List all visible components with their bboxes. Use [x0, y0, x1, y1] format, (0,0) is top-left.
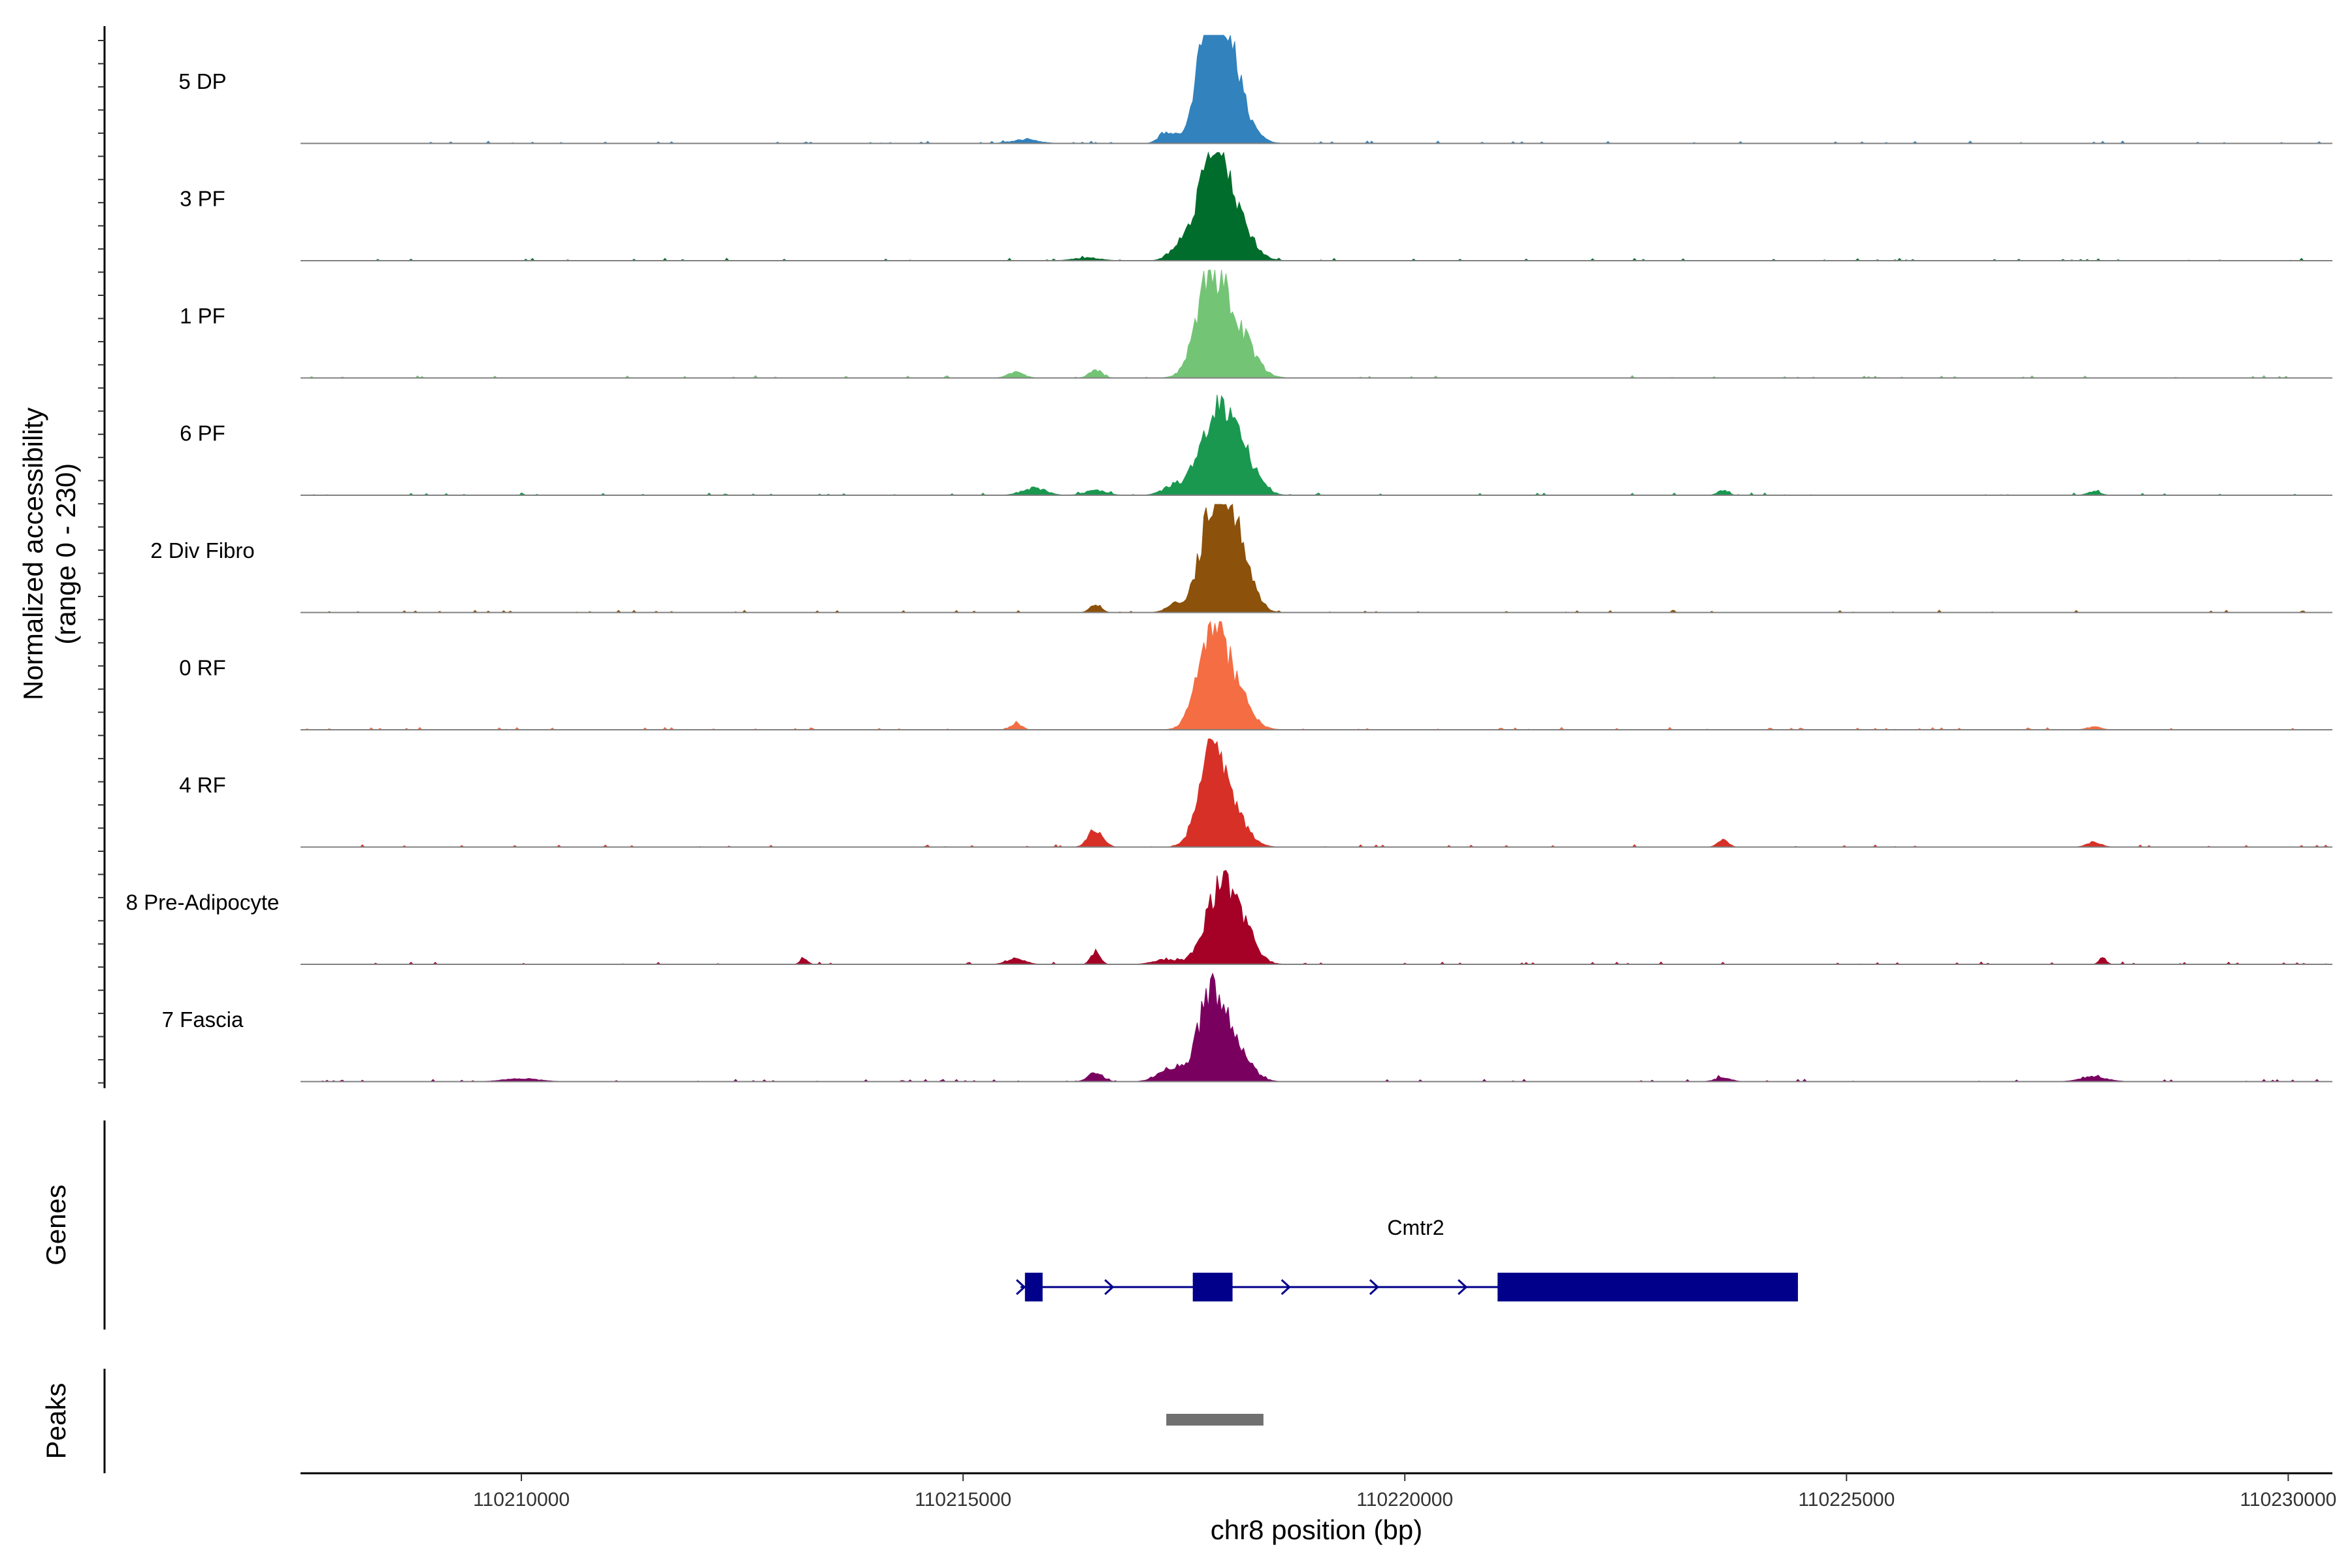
- genes-track-title: Genes: [41, 1184, 71, 1266]
- x-tick-label: 110220000: [1356, 1489, 1453, 1511]
- track-3-pf-label: 3 PF: [180, 187, 225, 211]
- peaks-track-title: Peaks: [41, 1383, 71, 1460]
- track-1-pf: 1 PF: [180, 269, 2332, 379]
- track-6-pf: 6 PF: [180, 395, 2332, 496]
- track-4-rf-label: 4 RF: [179, 773, 226, 797]
- track-8-pre-adipocyte-area: [301, 870, 2332, 965]
- y-axis-title: Normalized accessibility: [18, 408, 48, 700]
- track-6-pf-label: 6 PF: [180, 421, 225, 446]
- genes-panel: Cmtr2: [1016, 1216, 1798, 1301]
- gene-label-cmtr2: Cmtr2: [1387, 1216, 1444, 1239]
- track-4-rf: 4 RF: [179, 738, 2332, 848]
- gene-cmtr2-exon: [1024, 1273, 1043, 1301]
- track-2-div-fibro: 2 Div Fibro: [150, 504, 2332, 613]
- gene-cmtr2-strand-arrow: [1369, 1279, 1380, 1296]
- gene-cmtr2-exon: [1192, 1273, 1233, 1301]
- track-5-dp: 5 DP: [178, 35, 2332, 144]
- track-0-rf-area: [301, 620, 2332, 730]
- track-1-pf-label: 1 PF: [180, 304, 225, 328]
- y-axis-range-label: (range 0 - 230): [50, 463, 81, 645]
- gene-cmtr2-strand-arrow: [1016, 1279, 1026, 1296]
- gene-cmtr2-strand-arrow: [1281, 1279, 1291, 1296]
- x-tick-label: 110210000: [473, 1489, 570, 1511]
- track-8-pre-adipocyte: 8 Pre-Adipocyte: [126, 870, 2332, 965]
- track-7-fascia: 7 Fascia: [162, 972, 2332, 1083]
- track-3-pf-area: [301, 151, 2332, 261]
- gene-cmtr2-exon: [1497, 1273, 1798, 1301]
- peak-region: [1166, 1414, 1264, 1426]
- gene-cmtr2-strand-arrow: [1104, 1279, 1115, 1296]
- track-0-rf-label: 0 RF: [179, 656, 226, 680]
- track-1-pf-area: [301, 269, 2332, 379]
- track-7-fascia-area: [301, 972, 2332, 1083]
- track-7-fascia-label: 7 Fascia: [162, 1007, 244, 1032]
- track-4-rf-area: [301, 738, 2332, 848]
- y-axis: Normalized accessibility (range 0 - 230)…: [18, 26, 106, 1473]
- x-axis: chr8 position (bp) 110210000 110215000 110…: [301, 1472, 2336, 1545]
- x-tick-label: 110225000: [1798, 1489, 1895, 1511]
- x-tick-label: 110215000: [915, 1489, 1011, 1511]
- track-3-pf: 3 PF: [180, 151, 2332, 261]
- x-axis-title: chr8 position (bp): [1211, 1514, 1423, 1545]
- track-5-dp-area: [301, 35, 2332, 144]
- track-5-dp-label: 5 DP: [178, 69, 226, 93]
- coverage-panel: 5 DP 3 PF 1 PF 6 PF 2 Div Fibro 0 RF 4 RF 8 Pre…: [126, 35, 2332, 1083]
- peaks-panel: [1166, 1414, 1264, 1426]
- x-tick-label: 110230000: [2240, 1489, 2336, 1511]
- track-8-pre-adipocyte-label: 8 Pre-Adipocyte: [126, 890, 280, 915]
- track-2-div-fibro-label: 2 Div Fibro: [150, 538, 255, 563]
- track-6-pf-area: [301, 395, 2332, 496]
- track-0-rf: 0 RF: [179, 620, 2332, 730]
- track-2-div-fibro-area: [301, 504, 2332, 613]
- gene-cmtr2-strand-arrow: [1458, 1279, 1468, 1296]
